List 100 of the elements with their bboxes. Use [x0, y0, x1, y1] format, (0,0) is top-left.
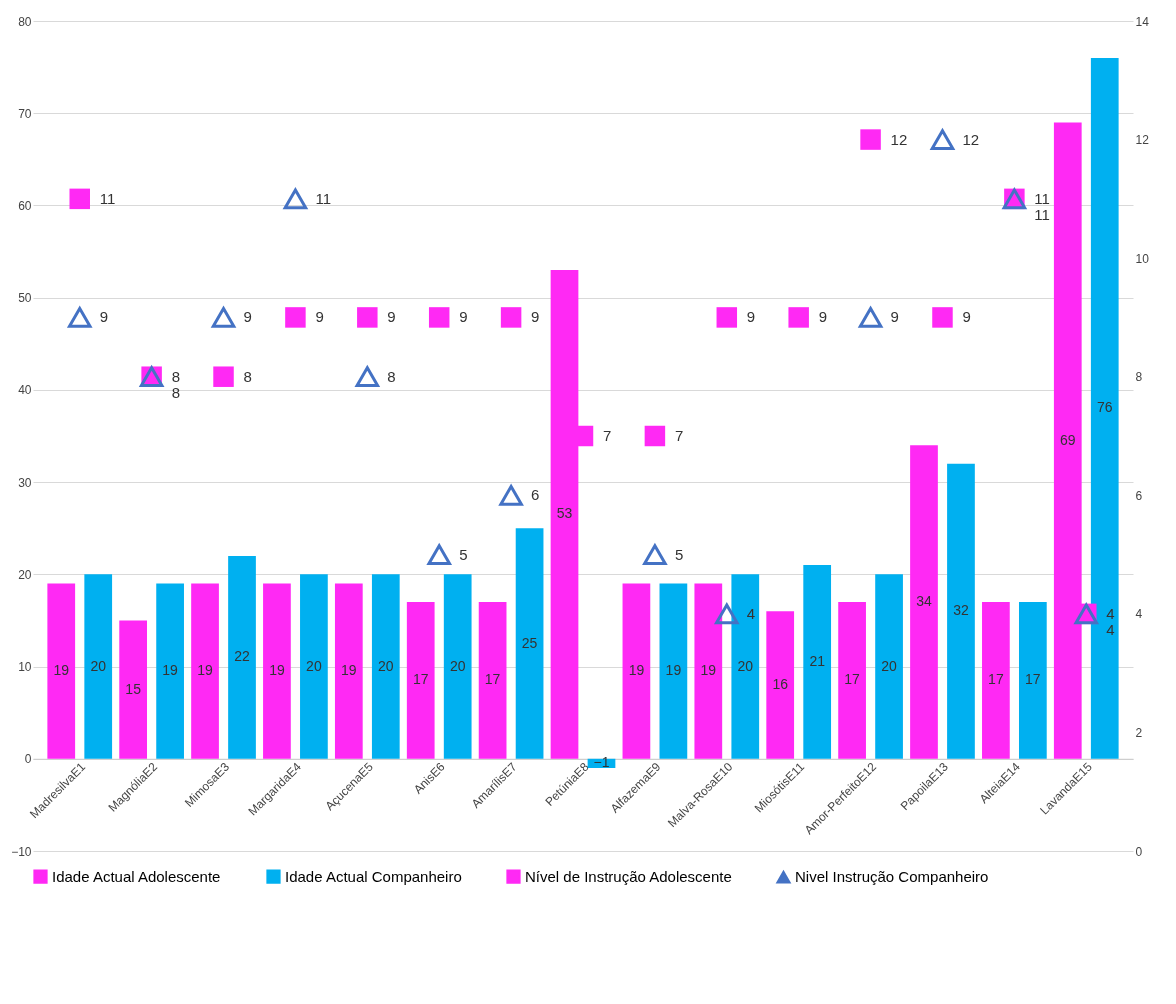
point [716, 307, 738, 328]
y2-tick-label: 4 [1135, 607, 1143, 622]
point [211, 307, 236, 328]
bar [731, 574, 760, 759]
y-tick-label: 80 [18, 14, 32, 29]
bar [263, 583, 291, 759]
bar [875, 574, 903, 759]
bar [982, 602, 1010, 759]
bar [478, 602, 507, 759]
data-label: 19 [197, 662, 214, 679]
point [69, 188, 90, 210]
data-label: 7 [674, 427, 684, 444]
data-label: 12 [890, 130, 908, 148]
point [428, 307, 450, 328]
bar [191, 583, 219, 759]
data-label: 8 [171, 367, 180, 385]
data-label: 8 [243, 367, 252, 385]
y-tick-label: −10 [11, 844, 32, 859]
data-label: 9 [459, 308, 468, 326]
bar [406, 602, 435, 759]
bar [443, 574, 472, 759]
data-label: 5 [459, 545, 468, 563]
data-label: 9 [243, 308, 252, 326]
point [643, 544, 667, 565]
legend-label: Idade Actual Adolescente [52, 867, 221, 885]
data-label: 17 [1025, 671, 1041, 688]
bar [1090, 57, 1119, 759]
data-label: −1 [593, 754, 610, 771]
bar [766, 611, 795, 759]
point [930, 129, 955, 150]
data-label: 9 [99, 308, 109, 326]
y-tick-label: 50 [18, 291, 32, 306]
bar [910, 445, 938, 759]
data-label: 20 [881, 657, 898, 674]
y-tick-label: 60 [18, 198, 32, 213]
legend-label: Nivel Instrução Companheiro [795, 868, 989, 886]
bar [659, 583, 688, 759]
data-label: 25 [521, 634, 538, 651]
legend-label: Nível de Instrução Adolescente [525, 867, 732, 885]
point [67, 307, 92, 328]
y2-tick-label: 10 [1135, 251, 1150, 266]
bar [1018, 602, 1047, 759]
data-label: 19 [341, 662, 357, 679]
data-label: 9 [387, 308, 396, 326]
data-label: 9 [818, 308, 828, 326]
legend-label: Idade Actual Companheiro [285, 867, 462, 885]
y-tick-label: 20 [18, 567, 32, 582]
data-label: 9 [746, 308, 756, 326]
data-label: 17 [844, 671, 861, 688]
point [285, 307, 306, 328]
data-label: 12 [962, 130, 980, 148]
data-label: 19 [162, 662, 179, 679]
data-label: 9 [962, 308, 971, 326]
point [355, 366, 380, 388]
y2-tick-label: 14 [1135, 14, 1150, 29]
data-label: 4 [1106, 620, 1115, 638]
data-label: 4 [1106, 604, 1115, 622]
data-label: 20 [737, 657, 754, 674]
y2-tick-label: 12 [1135, 133, 1150, 148]
data-label: 19 [665, 662, 682, 679]
bar [622, 583, 651, 759]
data-label: 69 [1059, 431, 1076, 448]
data-label: 19 [269, 662, 285, 679]
data-label: 17 [484, 671, 501, 688]
data-label: 76 [1096, 399, 1113, 416]
data-label: 15 [125, 680, 142, 697]
data-label: 11 [315, 189, 331, 207]
bar [803, 565, 832, 759]
data-label: 11 [1034, 205, 1050, 223]
bar [947, 463, 975, 759]
data-label: 32 [953, 602, 969, 619]
data-label: 19 [628, 662, 645, 679]
y-tick-label: 10 [18, 660, 32, 675]
y-tick-label: 70 [18, 106, 32, 121]
data-label: 4 [746, 604, 756, 622]
y2-tick-label: 6 [1135, 488, 1143, 503]
bar [84, 574, 113, 759]
data-label: 53 [556, 505, 573, 522]
bar [47, 583, 76, 759]
bar [300, 574, 328, 759]
data-label: 20 [90, 657, 107, 674]
data-label: 17 [988, 671, 1004, 688]
bar [119, 620, 148, 759]
data-label: 8 [387, 367, 396, 385]
point [788, 307, 809, 328]
y-tick-label: 40 [18, 383, 32, 398]
bar [694, 583, 723, 759]
point [500, 307, 522, 328]
data-label: 11 [99, 189, 116, 207]
point [213, 366, 234, 387]
data-label: 16 [772, 676, 789, 692]
point [858, 307, 883, 328]
point [644, 425, 666, 447]
data-label: 6 [531, 486, 540, 504]
data-label: 34 [916, 593, 932, 609]
y2-tick-label: 2 [1135, 725, 1143, 740]
point [427, 544, 451, 565]
data-label: 20 [449, 657, 466, 674]
data-label: 8 [171, 383, 180, 401]
point [860, 129, 881, 150]
